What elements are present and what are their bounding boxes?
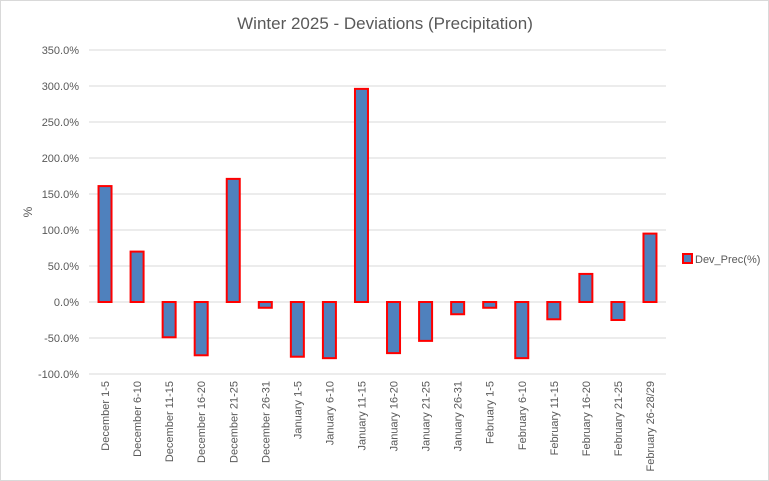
bar-9[interactable] <box>353 87 369 303</box>
bar-2[interactable] <box>129 250 145 304</box>
x-tick-label: February 21-25 <box>613 381 625 456</box>
x-tick-label: January 26-31 <box>453 381 465 451</box>
bar-10[interactable] <box>386 301 402 355</box>
x-tick-label: February 26-28/29 <box>645 381 657 472</box>
bars <box>97 87 658 360</box>
y-tick-label: 350.0% <box>42 45 80 57</box>
x-tick-label: December 6-10 <box>132 381 144 457</box>
y-tick-label: 100.0% <box>42 225 80 237</box>
bar-1[interactable] <box>97 185 113 303</box>
bar-11[interactable] <box>418 301 434 342</box>
chart-title: Winter 2025 - Deviations (Precipitation) <box>237 14 533 33</box>
bar-8[interactable] <box>321 301 337 360</box>
bar-13[interactable] <box>482 301 498 309</box>
y-axis-ticks: -100.0% -50.0% 0.0% 50.0% 100.0% 150.0% 200.0%… <box>38 45 79 381</box>
y-tick-label: 300.0% <box>42 81 80 93</box>
x-tick-label: January 6-10 <box>324 381 336 445</box>
bar-12[interactable] <box>450 301 466 316</box>
legend-swatch <box>682 253 693 264</box>
x-tick-label: February 16-20 <box>581 381 593 456</box>
x-tick-label: January 16-20 <box>389 381 401 451</box>
x-tick-label: December 16-20 <box>196 381 208 463</box>
x-tick-label: January 21-25 <box>421 381 433 451</box>
bar-7[interactable] <box>289 301 305 358</box>
bar-15[interactable] <box>546 301 562 321</box>
x-tick-label: January 1-5 <box>292 381 304 439</box>
y-axis-label: % <box>21 206 35 217</box>
y-tick-label: 200.0% <box>42 153 80 165</box>
y-tick-label: -50.0% <box>44 333 79 345</box>
bar-4[interactable] <box>193 301 209 357</box>
y-tick-label: 150.0% <box>42 189 80 201</box>
bar-14[interactable] <box>514 301 530 360</box>
x-axis-ticks: December 1-5 December 6-10 December 11-15 D… <box>100 381 657 472</box>
bar-3[interactable] <box>161 301 177 339</box>
x-tick-label: December 11-15 <box>164 381 176 462</box>
y-tick-label: 50.0% <box>48 261 79 273</box>
x-tick-label: December 21-25 <box>228 381 240 463</box>
bar-5[interactable] <box>225 177 241 304</box>
bar-16[interactable] <box>578 272 594 304</box>
gridlines <box>89 49 666 375</box>
x-tick-label: February 11-15 <box>549 381 561 455</box>
y-tick-label: 0.0% <box>54 297 79 309</box>
legend[interactable]: Dev_Prec(%) <box>682 253 760 266</box>
legend-label: Dev_Prec(%) <box>695 254 760 266</box>
bar-17[interactable] <box>610 301 626 321</box>
x-tick-label: January 11-15 <box>356 381 368 451</box>
y-tick-label: 250.0% <box>42 117 80 129</box>
x-tick-label: December 1-5 <box>100 381 112 451</box>
x-tick-label: February 1-5 <box>485 381 497 444</box>
x-tick-label: December 26-31 <box>260 381 272 463</box>
y-tick-label: -100.0% <box>38 369 79 381</box>
bar-18[interactable] <box>642 232 658 304</box>
bar-6[interactable] <box>257 301 273 309</box>
x-tick-label: February 6-10 <box>517 381 529 450</box>
